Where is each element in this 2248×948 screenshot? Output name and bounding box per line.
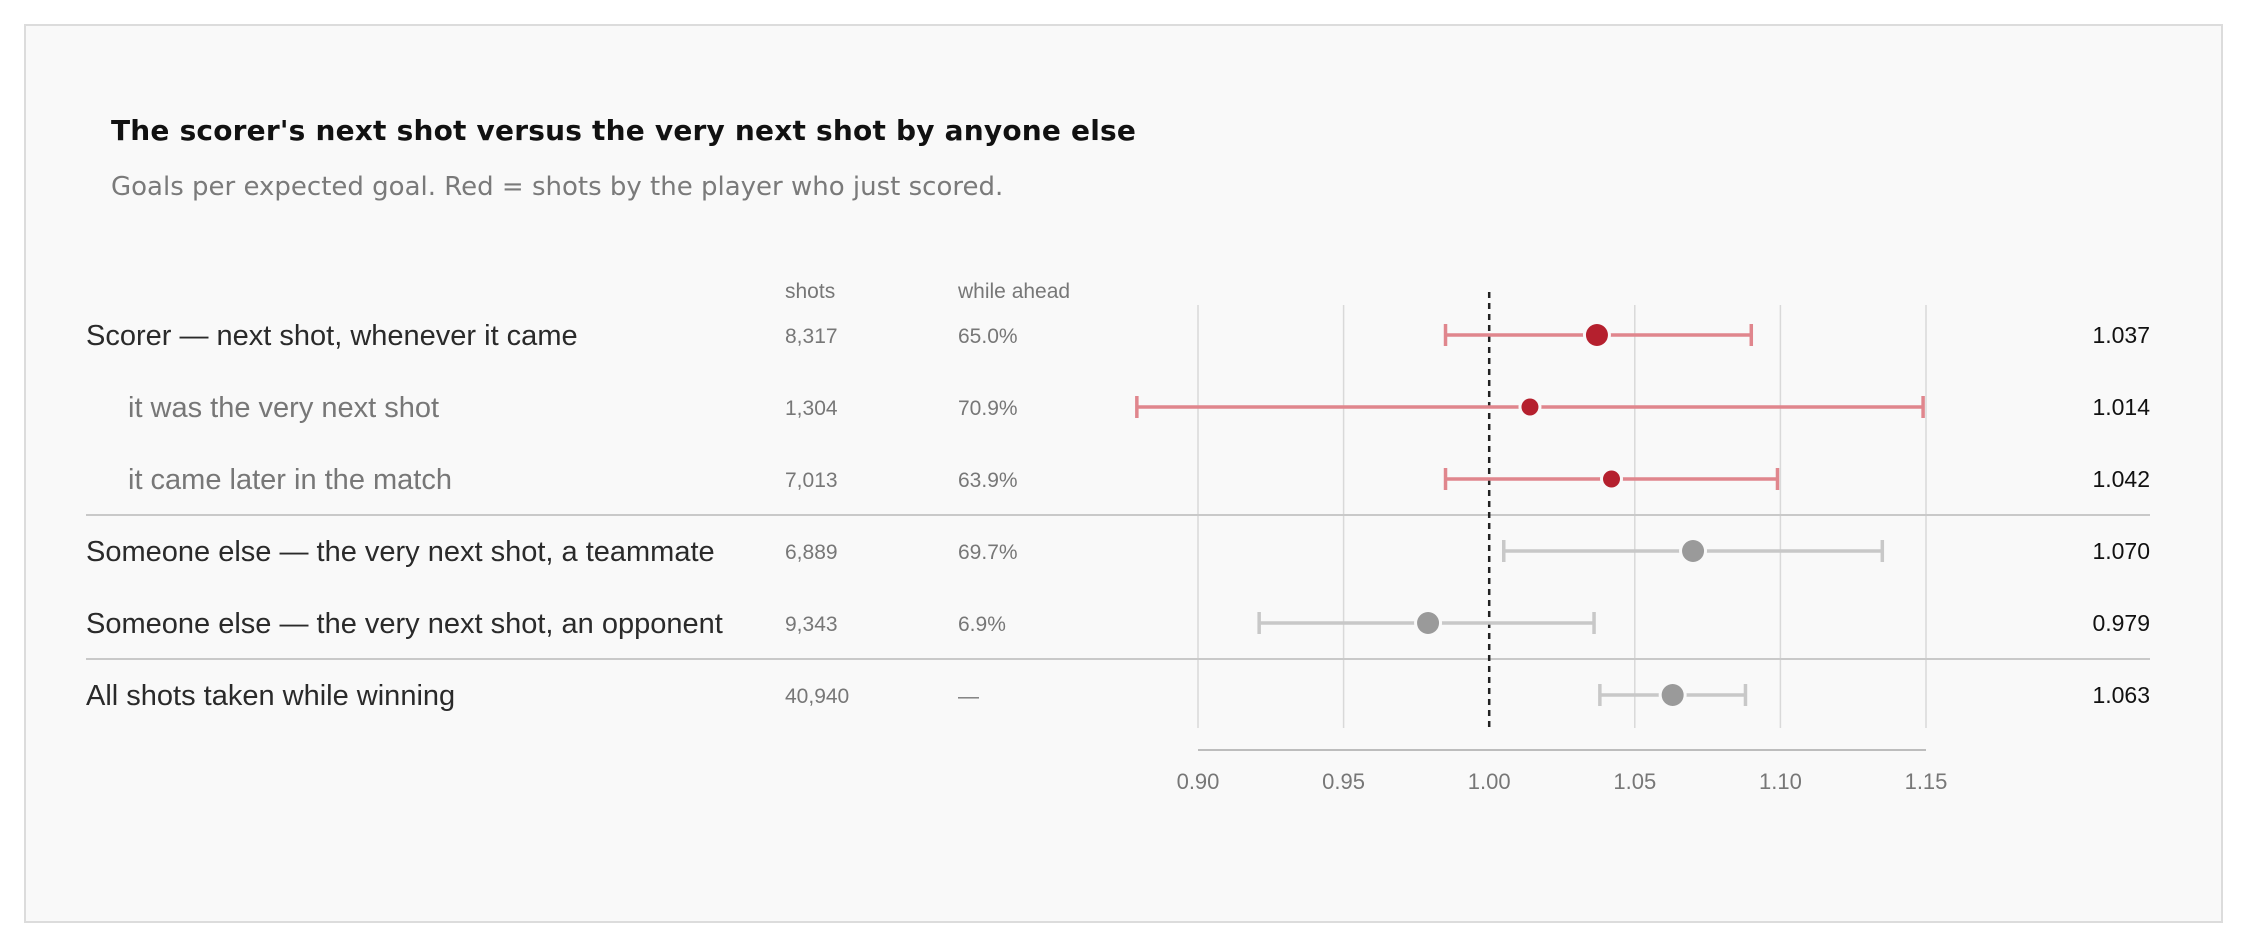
forest-row: it came later in the match 7,013 63.9% 1.04… (128, 464, 2150, 496)
row-label: All shots taken while winning (86, 680, 455, 712)
row-shots: 7,013 (785, 469, 838, 492)
column-header-shots: shots (785, 280, 835, 303)
forest-row: All shots taken while winning 40,940 — 1.06… (86, 680, 2150, 712)
row-shots: 9,343 (785, 613, 838, 636)
value-label: 1.037 (2092, 322, 2150, 348)
point-estimate (1603, 470, 1621, 488)
row-while-ahead: 65.0% (958, 325, 1018, 348)
row-label: Scorer — next shot, whenever it came (86, 320, 578, 352)
point-estimate (1661, 684, 1684, 706)
row-while-ahead: 6.9% (958, 613, 1006, 636)
row-label: it was the very next shot (128, 392, 439, 424)
forest-row: Scorer — next shot, whenever it came 8,31… (86, 320, 2150, 352)
chart-card: The scorer's next shot versus the very n… (24, 24, 2223, 923)
row-shots: 1,304 (785, 397, 838, 420)
point-estimate (1417, 612, 1440, 634)
row-while-ahead: — (958, 685, 979, 708)
row-while-ahead: 69.7% (958, 541, 1018, 564)
row-while-ahead: 63.9% (958, 469, 1018, 492)
x-tick-label: 1.05 (1613, 769, 1656, 794)
forest-row: Someone else — the very next shot, an op… (86, 608, 2150, 640)
point-estimate (1521, 398, 1539, 416)
value-label: 1.070 (2092, 538, 2150, 564)
x-tick-label: 1.10 (1759, 769, 1802, 794)
row-shots: 40,940 (785, 685, 849, 708)
x-tick-label: 0.95 (1322, 769, 1365, 794)
row-shots: 6,889 (785, 541, 838, 564)
point-estimate (1585, 324, 1608, 346)
value-label: 1.063 (2092, 682, 2150, 708)
row-while-ahead: 70.9% (958, 397, 1018, 420)
forest-row: it was the very next shot 1,304 70.9% 1.014 (128, 392, 2150, 424)
row-shots: 8,317 (785, 325, 838, 348)
x-tick-label: 1.00 (1468, 769, 1511, 794)
chart-subtitle: Goals per expected goal. Red = shots by … (111, 172, 1004, 202)
point-estimate (1682, 540, 1705, 562)
column-header-while-ahead: while ahead (957, 280, 1070, 303)
forest-row: Someone else — the very next shot, a tea… (86, 536, 2150, 568)
x-tick-label: 0.90 (1177, 769, 1220, 794)
value-label: 1.014 (2092, 394, 2150, 420)
row-label: Someone else — the very next shot, an op… (86, 608, 723, 640)
value-label: 1.042 (2092, 466, 2150, 492)
x-tick-label: 1.15 (1905, 769, 1948, 794)
row-label: it came later in the match (128, 464, 452, 496)
chart-title: The scorer's next shot versus the very n… (111, 114, 1137, 147)
row-label: Someone else — the very next shot, a tea… (86, 536, 715, 568)
value-label: 0.979 (2092, 610, 2150, 636)
